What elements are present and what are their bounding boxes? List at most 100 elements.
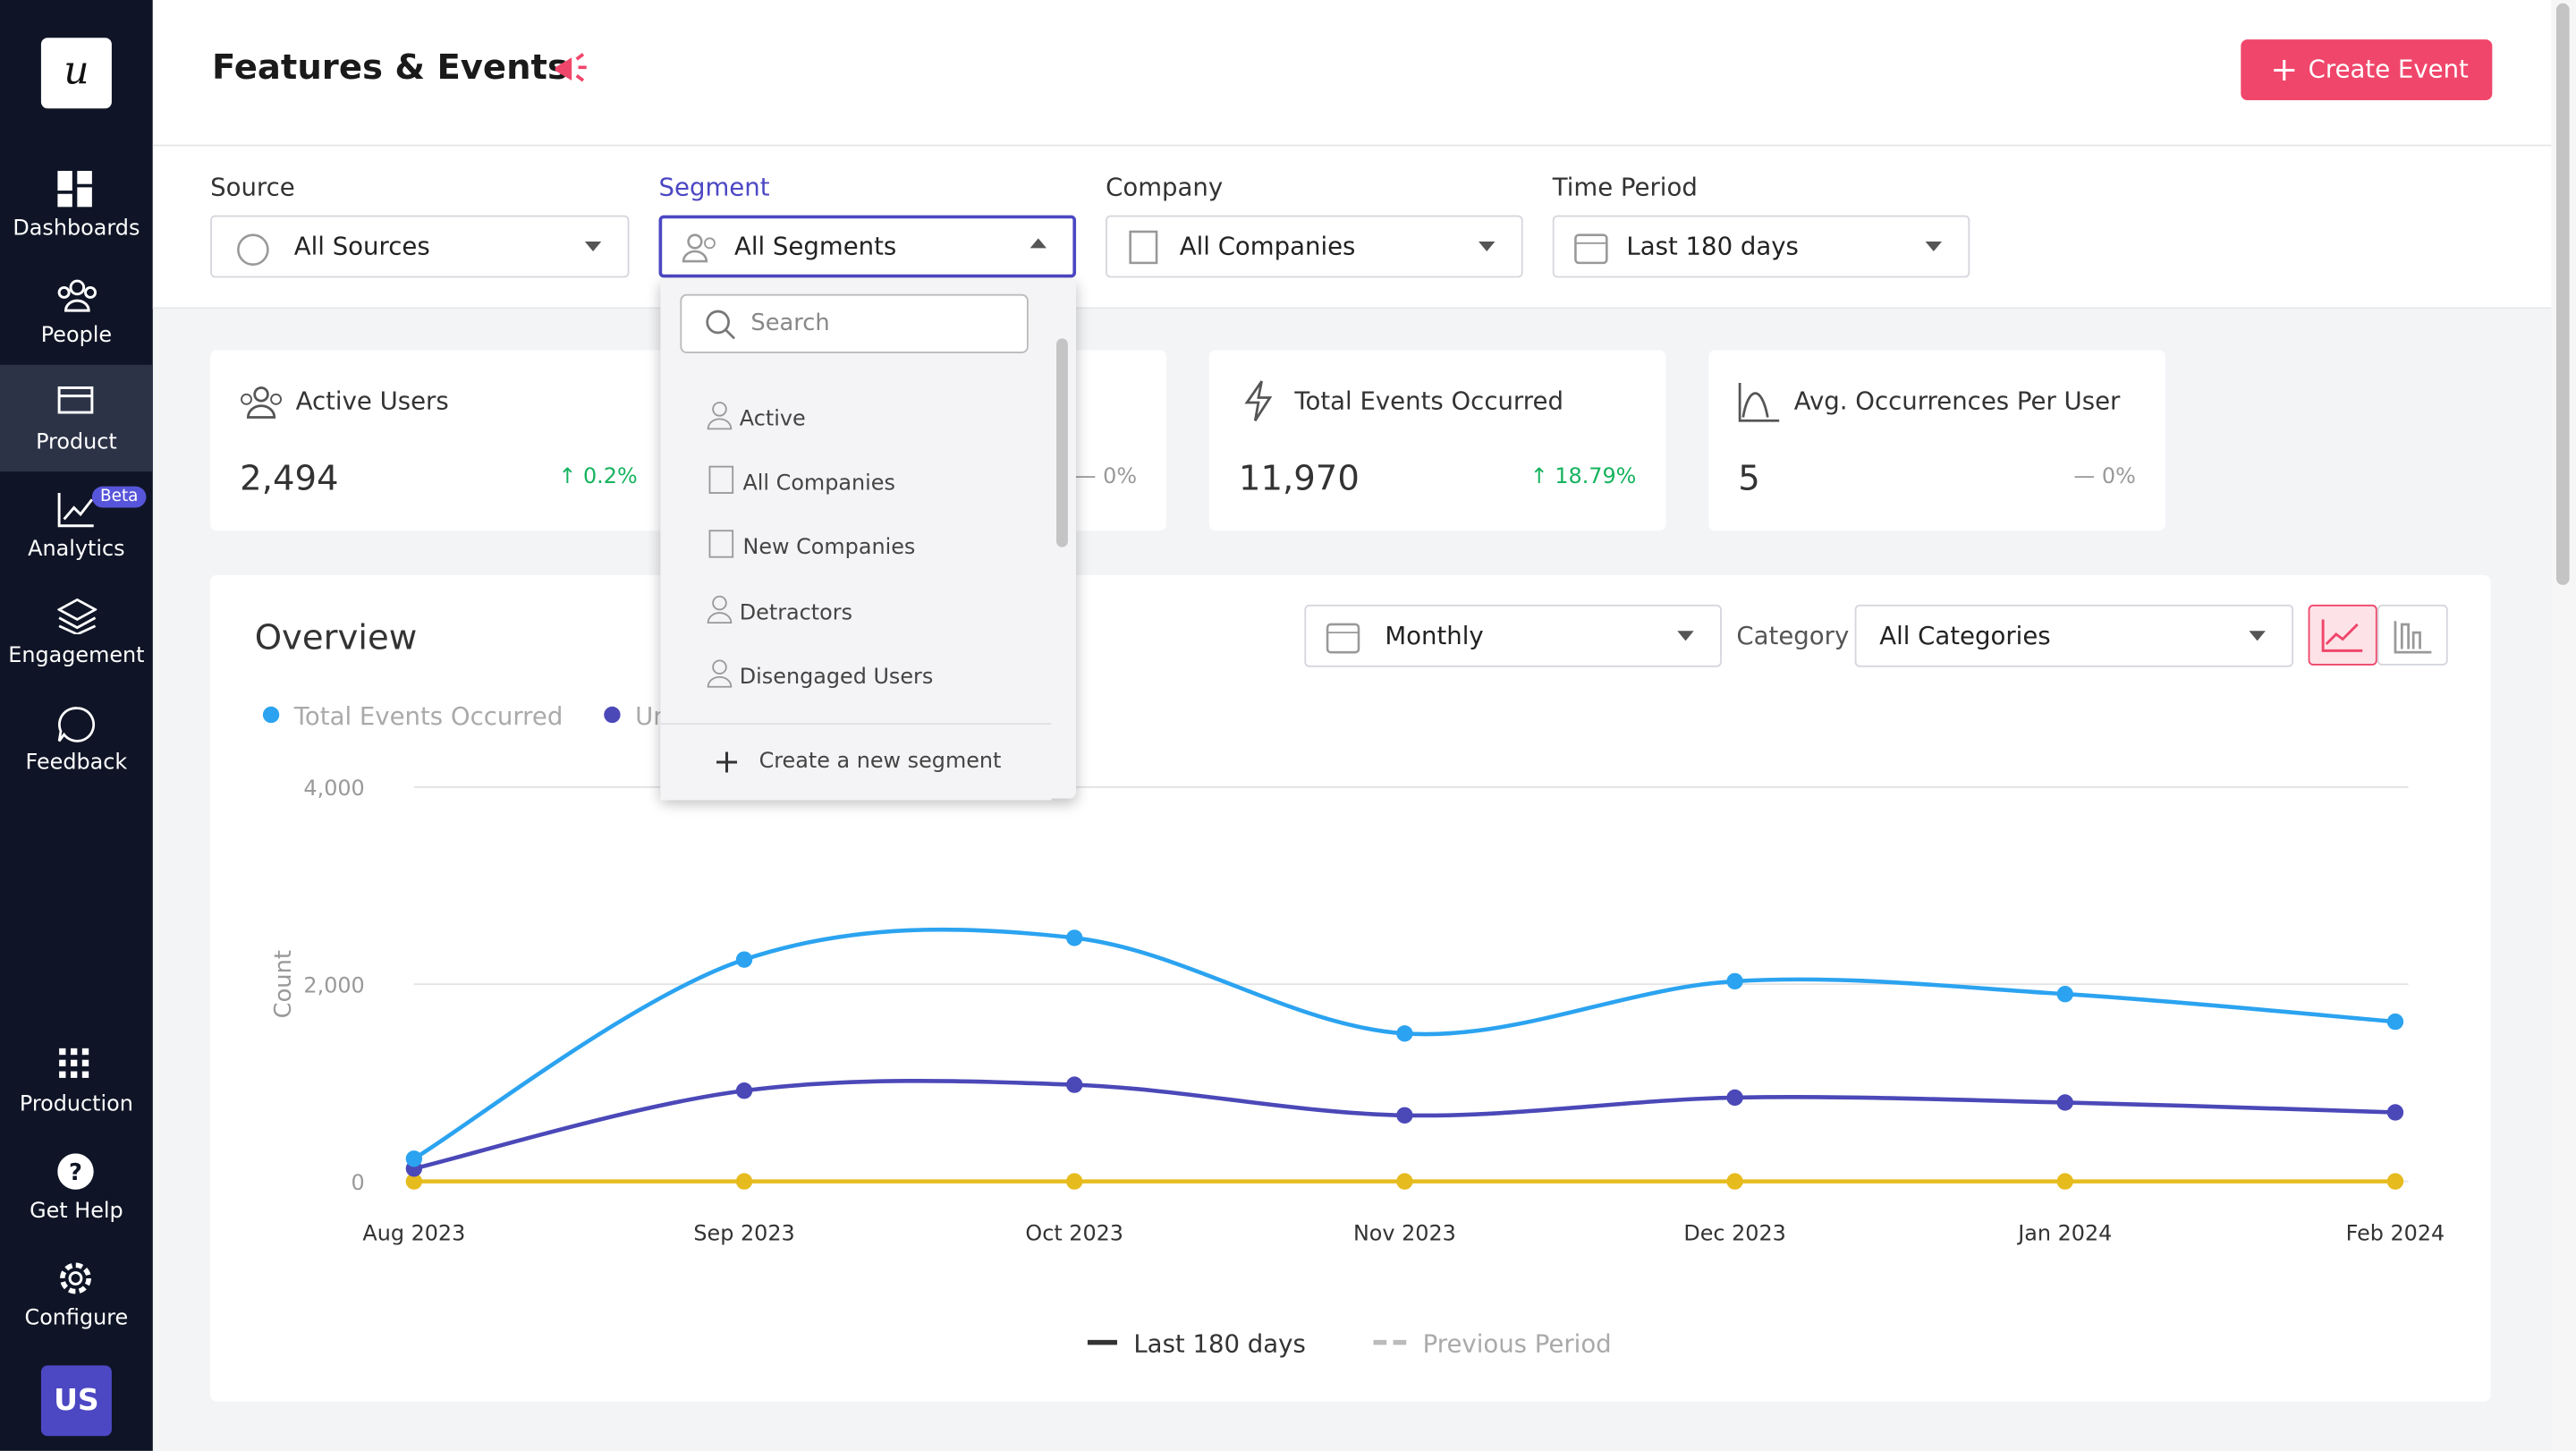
data-point [406, 1150, 422, 1167]
create-segment-label: Create a new segment [759, 750, 1002, 775]
x-tick-label: Jan 2024 [2016, 1221, 2112, 1246]
scrollbar [2551, 0, 2576, 1451]
data-point [1396, 1107, 1412, 1124]
data-point [1726, 1090, 1742, 1106]
stat-change: 18.79% [1555, 465, 1636, 490]
x-tick-label: Feb 2024 [2346, 1221, 2445, 1246]
option-label: Disengaged Users [740, 666, 934, 691]
period-legend: Last 180 days [1133, 1330, 1306, 1359]
nav-dashboards[interactable]: Dashboards [0, 151, 153, 258]
nav-analytics[interactable]: Beta Analytics [0, 471, 153, 578]
segment-dropdown: Search Active All Companies New Companie… [660, 279, 1076, 798]
segment-option[interactable]: Detractors [707, 594, 852, 625]
page-title: Features & Events [212, 47, 568, 87]
data-point [1066, 1076, 1082, 1092]
logo[interactable]: u [41, 38, 112, 108]
nav-label: Product [0, 430, 153, 455]
data-point [1066, 929, 1082, 946]
data-point [2387, 1173, 2403, 1189]
select-value: All Sources [294, 232, 430, 261]
x-tick-label: Aug 2023 [362, 1221, 465, 1246]
data-point [2387, 1104, 2403, 1120]
button-label: Create Event [2309, 39, 2469, 100]
y-tick-label: 0 [352, 1170, 365, 1195]
data-point [1066, 1173, 1082, 1189]
select-value: Last 180 days [1626, 232, 1799, 261]
y-axis-label: Count [270, 950, 297, 1018]
segment-option[interactable]: All Companies [707, 465, 895, 496]
data-point [1396, 1025, 1412, 1041]
stat-change: 0% [2102, 465, 2136, 490]
x-tick-label: Dec 2023 [1683, 1221, 1785, 1246]
data-point [2057, 986, 2073, 1002]
nav-label: Feedback [0, 751, 153, 776]
nav-feedback[interactable]: Feedback [0, 685, 153, 792]
data-point [1726, 1173, 1742, 1189]
search-input[interactable]: Search [680, 294, 1028, 353]
create-segment[interactable]: +Create a new segment [660, 723, 1051, 800]
nav-label: Engagement [0, 644, 153, 669]
stat-change: 0.2% [583, 465, 638, 490]
data-point [2387, 1014, 2403, 1030]
legend-label: Total Events Occurred [293, 702, 564, 731]
segment-select[interactable]: All Segments [659, 216, 1077, 278]
y-tick-label: 4,000 [303, 776, 364, 801]
stat-title: Total Events Occurred [1294, 386, 1563, 416]
x-tick-label: Sep 2023 [693, 1221, 794, 1246]
nav-engagement[interactable]: Engagement [0, 579, 153, 685]
data-point [736, 1082, 752, 1099]
stat-change: 0% [1103, 465, 1137, 490]
data-point [1396, 1173, 1412, 1189]
filter-label: Source [210, 173, 295, 202]
data-point [736, 1173, 752, 1189]
legend-swatch [604, 707, 620, 723]
company-select[interactable]: All Companies [1106, 216, 1523, 278]
dropdown-scroll-thumb[interactable] [1056, 338, 1068, 547]
nav-label: Configure [0, 1306, 153, 1331]
option-label: New Companies [742, 536, 915, 561]
period-select[interactable]: Last 180 days [1553, 216, 1970, 278]
segment-option[interactable]: Disengaged Users [707, 658, 934, 690]
nav-production[interactable]: Production [0, 1027, 153, 1133]
x-tick-label: Oct 2023 [1025, 1221, 1123, 1246]
scroll-thumb[interactable] [2556, 4, 2570, 585]
segment-option[interactable]: New Companies [707, 530, 916, 561]
data-point [1726, 973, 1742, 989]
nav-label: People [0, 324, 153, 349]
beta-badge: Beta [92, 487, 147, 508]
avatar[interactable]: US [41, 1365, 112, 1436]
stat-card: Active Users2,494↑ 0.2% [210, 350, 667, 530]
x-tick-label: Nov 2023 [1353, 1221, 1456, 1246]
option-label: Active [740, 408, 806, 433]
option-label: Detractors [740, 600, 852, 625]
source-select[interactable]: All Sources [210, 216, 629, 278]
nav-help[interactable]: ? Get Help [0, 1133, 153, 1240]
divider [153, 145, 2552, 147]
segment-option[interactable]: Active [707, 401, 806, 432]
nav-label: Dashboards [0, 216, 153, 242]
filter-label: Time Period [1553, 173, 1698, 202]
sidebar: u Dashboards People Product Beta Analytic… [0, 0, 153, 1451]
create-event-button[interactable]: +Create Event [2241, 39, 2492, 100]
filter-label: Company [1106, 173, 1223, 202]
overview-card: Overview Monthly Category All Categories… [210, 575, 2490, 1402]
series-line [414, 1081, 2395, 1168]
nav-people[interactable]: People [0, 258, 153, 364]
line-chart: 02,0004,000CountAug 2023Sep 2023Oct 2023… [210, 575, 2490, 1402]
search-placeholder: Search [750, 310, 829, 336]
stat-value: 5 [1738, 458, 1760, 497]
stat-title: Avg. Occurrences Per User [1794, 386, 2121, 416]
nav-configure[interactable]: Configure [0, 1241, 153, 1347]
svg-text:?: ? [69, 1159, 82, 1186]
filter-label: Segment [659, 173, 770, 202]
select-value: All Segments [734, 232, 896, 261]
nav-label: Get Help [0, 1200, 153, 1225]
nav-product[interactable]: Product [0, 365, 153, 471]
legend-swatch [263, 707, 279, 723]
stat-value: 11,970 [1239, 458, 1360, 497]
data-point [2057, 1094, 2073, 1110]
period-legend: Previous Period [1423, 1330, 1612, 1359]
select-value: All Companies [1180, 232, 1356, 261]
nav-label: Analytics [0, 538, 153, 563]
